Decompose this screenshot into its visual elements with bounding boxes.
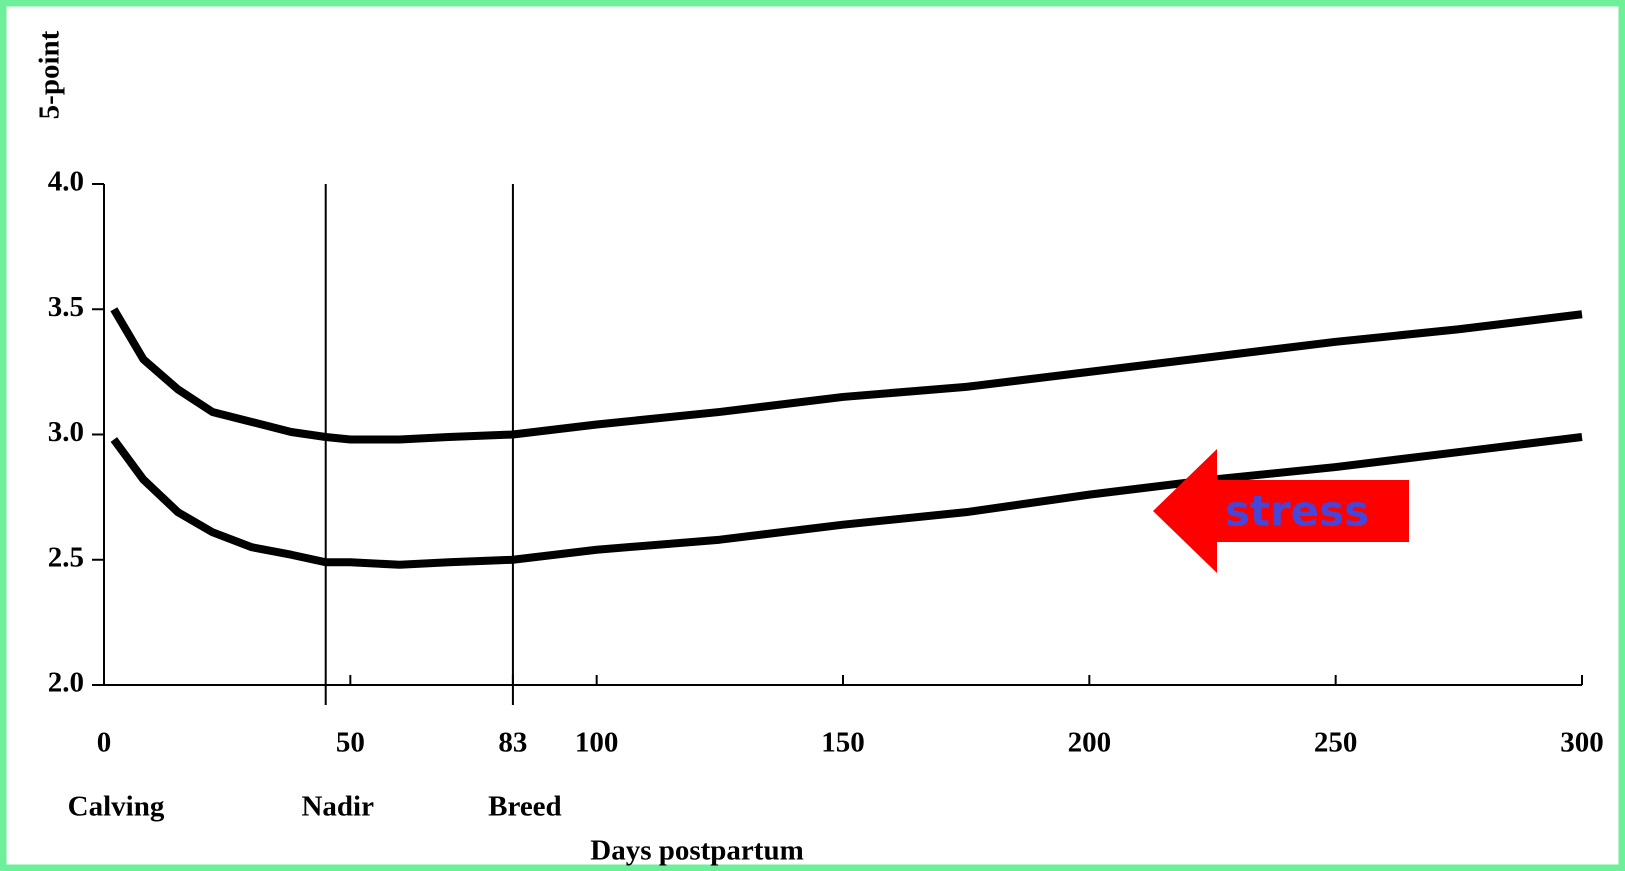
annotation: Nadir — [301, 791, 374, 823]
arrow-shape — [1153, 449, 1409, 573]
y-tick-label: 2.5 — [48, 541, 84, 573]
y-tick-label: 3.0 — [48, 416, 84, 448]
stress-arrow: stress — [1153, 449, 1409, 573]
annotation: Calving — [68, 791, 165, 823]
y-tick-label: 2.0 — [48, 667, 84, 699]
x-tick-label: 150 — [821, 727, 865, 759]
x-tick-label: 200 — [1068, 727, 1112, 759]
annotation: Breed — [488, 791, 562, 823]
y-tick-label: 4.0 — [48, 166, 84, 198]
line-series — [110, 307, 1583, 444]
x-axis-label: Days postpartum — [590, 835, 804, 867]
x-tick-label: 300 — [1560, 727, 1604, 759]
x-tick-label: 0 — [97, 727, 112, 759]
y-axis-label: 5-point — [34, 30, 66, 119]
x-tick-label: 50 — [336, 727, 365, 759]
arrow-label: stress — [1225, 487, 1369, 536]
x-tick-label: 100 — [575, 727, 619, 759]
x-tick-label: 250 — [1314, 727, 1358, 759]
x-tick-label: 83 — [498, 727, 527, 759]
y-tick-label: 3.5 — [48, 291, 84, 323]
